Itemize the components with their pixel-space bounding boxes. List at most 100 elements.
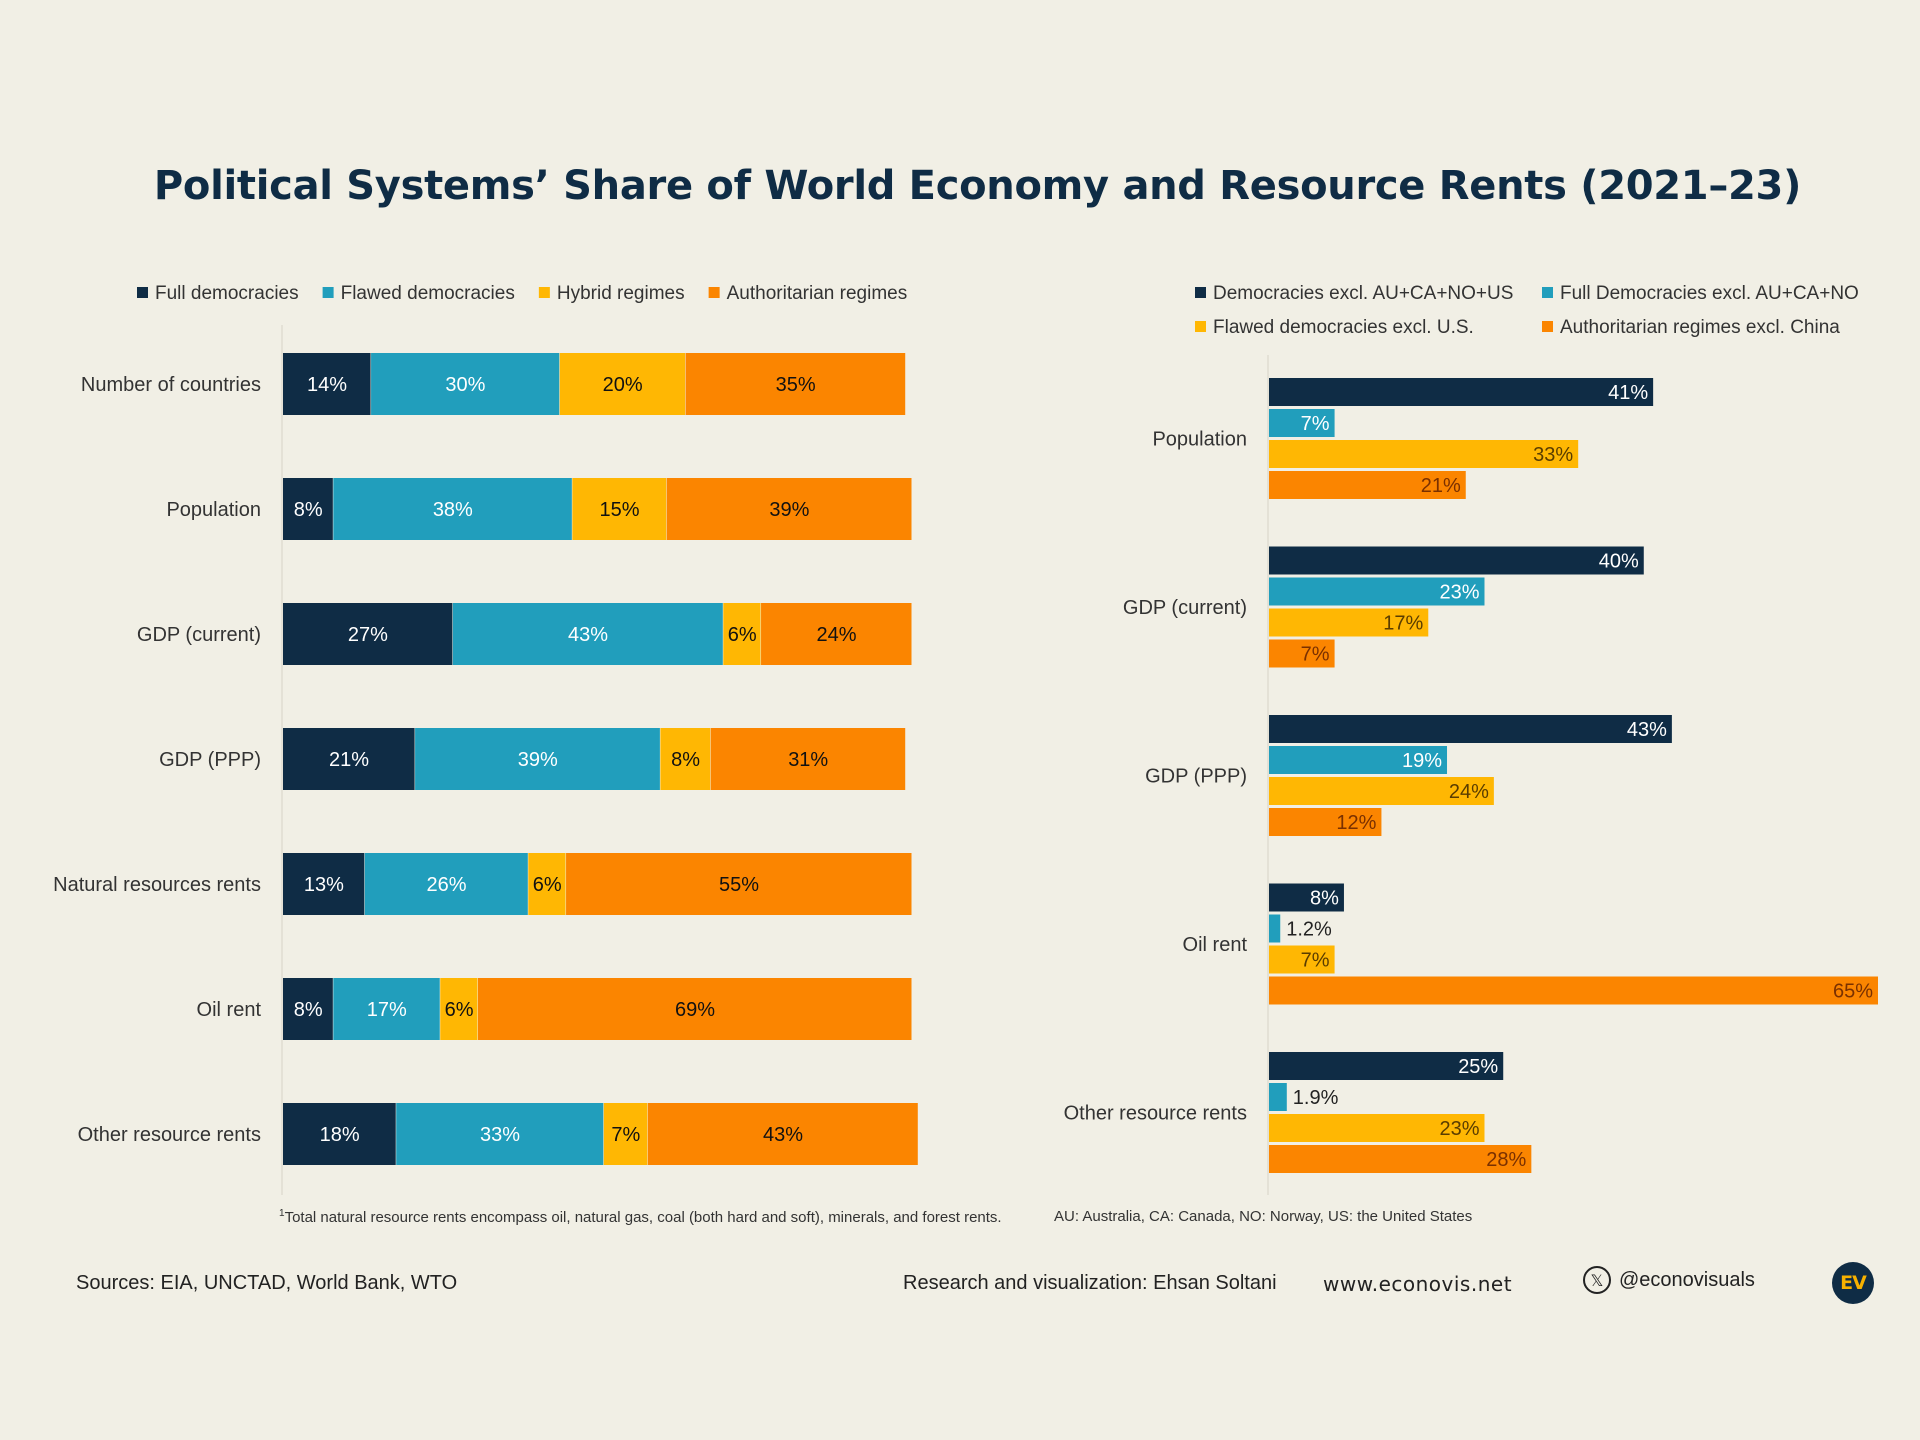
stacked-bar-chart: Full democracies Flawed democracies Hybrid… xyxy=(53,283,919,1195)
data-label-flawed-democracies: 33% xyxy=(480,1124,520,1146)
data-label-flawed-democracies-excl-u-s: 17% xyxy=(1383,613,1423,635)
data-label-democracies-excl-au-ca-no-us: 41% xyxy=(1608,382,1648,404)
data-label-authoritarian-regimes: 39% xyxy=(769,499,809,521)
category-label-number-of-countries: Number of countries xyxy=(81,374,261,396)
data-label-flawed-democracies-excl-u-s: 7% xyxy=(1301,950,1330,972)
bar-segment-authoritarian-regimes xyxy=(647,1103,919,1165)
data-label-flawed-democracies: 17% xyxy=(367,999,407,1021)
bar-authoritarian-regimes-excl-china xyxy=(1269,808,1382,836)
data-label-full-democracies-excl-au-ca-no: 1.2% xyxy=(1286,919,1332,941)
data-label-hybrid-regimes: 6% xyxy=(445,999,474,1021)
bar-full-democracies-excl-au-ca-no xyxy=(1269,409,1335,437)
bar-democracies-excl-au-ca-no-us xyxy=(1269,378,1654,406)
data-label-authoritarian-regimes-excl-china: 65% xyxy=(1833,981,1873,1003)
data-label-authoritarian-regimes: 35% xyxy=(776,374,816,396)
data-label-full-democracies: 14% xyxy=(307,374,347,396)
bar-segment-authoritarian-regimes xyxy=(666,478,912,540)
data-label-flawed-democracies: 39% xyxy=(518,749,558,771)
category-label-oil-rent: Oil rent xyxy=(197,999,262,1021)
data-label-democracies-excl-au-ca-no-us: 43% xyxy=(1627,719,1667,741)
bar-segment-authoritarian-regimes xyxy=(685,353,906,415)
bar-segment-full-democracies xyxy=(283,353,372,415)
left-legend: Full democracies Flawed democracies Hybrid… xyxy=(137,283,907,304)
data-label-flawed-democracies: 26% xyxy=(427,874,467,896)
bar-segment-full-democracies xyxy=(283,478,334,540)
grouped-bar-chart: Democracies excl. AU+CA+NO+US Full Democr… xyxy=(1064,283,1878,1195)
bar-flawed-democracies-excl-u-s xyxy=(1269,945,1335,974)
bar-segment-hybrid-regimes xyxy=(559,353,686,415)
category-label-gdp-current: GDP (current) xyxy=(137,624,261,646)
data-label-full-democracies-excl-au-ca-no: 7% xyxy=(1301,413,1330,435)
legend-swatch-democracies-excl-au-ca-no-us xyxy=(1195,287,1206,298)
footnote-right: AU: Australia, CA: Canada, NO: Norway, U… xyxy=(1054,1208,1473,1225)
legend-swatch-authoritarian-regimes xyxy=(708,287,720,298)
data-label-full-democracies: 21% xyxy=(329,749,369,771)
data-label-hybrid-regimes: 6% xyxy=(533,874,562,896)
legend-label-full-democracies: Full democracies xyxy=(155,283,299,304)
bar-segment-authoritarian-regimes xyxy=(566,853,912,915)
category-label-gdp-current: GDP (current) xyxy=(1123,597,1247,619)
data-label-hybrid-regimes: 7% xyxy=(611,1124,640,1146)
legend-swatch-full-democracies xyxy=(137,287,148,298)
data-label-full-democracies: 13% xyxy=(304,874,344,896)
bar-flawed-democracies-excl-u-s xyxy=(1269,1114,1485,1142)
footnote-left-text: Total natural resource rents encompass o… xyxy=(284,1209,1002,1226)
bar-full-democracies-excl-au-ca-no xyxy=(1269,577,1485,606)
data-label-full-democracies-excl-au-ca-no: 1.9% xyxy=(1293,1087,1339,1109)
data-label-flawed-democracies: 30% xyxy=(445,374,485,396)
data-label-authoritarian-regimes-excl-china: 21% xyxy=(1421,475,1461,497)
bar-segment-full-democracies xyxy=(283,853,365,915)
category-label-other-resource-rents: Other resource rents xyxy=(1064,1103,1247,1125)
bar-segment-hybrid-regimes xyxy=(572,478,667,540)
bar-segment-flawed-democracies xyxy=(452,603,724,665)
chart-title: Political Systems’ Share of World Econom… xyxy=(153,163,1802,209)
bar-flawed-democracies-excl-u-s xyxy=(1269,440,1579,468)
bar-segment-authoritarian-regimes xyxy=(477,978,912,1040)
data-label-democracies-excl-au-ca-no-us: 25% xyxy=(1458,1056,1498,1078)
data-label-hybrid-regimes: 8% xyxy=(671,749,700,771)
category-label-population: Population xyxy=(166,499,261,521)
data-label-authoritarian-regimes: 55% xyxy=(719,874,759,896)
category-label-population: Population xyxy=(1152,429,1247,451)
category-label-oil-rent: Oil rent xyxy=(1183,934,1248,956)
bar-segment-flawed-democracies xyxy=(371,353,560,415)
bar-democracies-excl-au-ca-no-us xyxy=(1269,715,1672,743)
data-label-authoritarian-regimes: 24% xyxy=(817,624,857,646)
sources-text: Sources: EIA, UNCTAD, World Bank, WTO xyxy=(76,1272,458,1294)
data-label-authoritarian-regimes-excl-china: 12% xyxy=(1336,812,1376,834)
legend-label-authoritarian-regimes-excl-china: Authoritarian regimes excl. China xyxy=(1560,317,1840,338)
data-label-hybrid-regimes: 20% xyxy=(603,374,643,396)
legend-label-authoritarian-regimes: Authoritarian regimes xyxy=(727,283,908,304)
data-label-democracies-excl-au-ca-no-us: 40% xyxy=(1599,551,1639,573)
legend-swatch-flawed-democracies-excl-u-s xyxy=(1195,321,1206,332)
credit-text: Research and visualization: Ehsan Soltan… xyxy=(903,1272,1277,1294)
bar-authoritarian-regimes-excl-china xyxy=(1269,976,1878,1005)
legend-label-full-democracies-excl-au-ca-no: Full Democracies excl. AU+CA+NO xyxy=(1560,283,1859,304)
data-label-democracies-excl-au-ca-no-us: 8% xyxy=(1310,888,1339,910)
bar-democracies-excl-au-ca-no-us xyxy=(1269,546,1644,575)
legend-swatch-authoritarian-regimes-excl-china xyxy=(1542,321,1553,332)
bar-full-democracies-excl-au-ca-no xyxy=(1269,1083,1287,1111)
data-label-authoritarian-regimes-excl-china: 28% xyxy=(1486,1149,1526,1171)
data-label-full-democracies: 8% xyxy=(294,499,323,521)
data-label-full-democracies-excl-au-ca-no: 19% xyxy=(1402,750,1442,772)
data-label-hybrid-regimes: 6% xyxy=(728,624,757,646)
bar-democracies-excl-au-ca-no-us xyxy=(1269,1052,1504,1080)
bar-segment-full-democracies xyxy=(283,978,334,1040)
econovis-logo: EV xyxy=(1832,1262,1874,1304)
data-label-full-democracies: 18% xyxy=(320,1124,360,1146)
bar-full-democracies-excl-au-ca-no xyxy=(1269,746,1448,774)
social-handle[interactable]: 𝕏 @econovisuals xyxy=(1583,1266,1755,1294)
legend-swatch-flawed-democracies xyxy=(322,287,334,298)
bar-segment-flawed-democracies xyxy=(415,728,661,790)
data-label-flawed-democracies-excl-u-s: 24% xyxy=(1449,781,1489,803)
bar-authoritarian-regimes-excl-china xyxy=(1269,639,1335,668)
bar-flawed-democracies-excl-u-s xyxy=(1269,777,1494,805)
bar-authoritarian-regimes-excl-china xyxy=(1269,1145,1532,1173)
website-link[interactable]: www.econovis.net xyxy=(1323,1272,1513,1296)
data-label-flawed-democracies: 43% xyxy=(568,624,608,646)
legend-label-flawed-democracies: Flawed democracies xyxy=(341,283,515,304)
handle-text: @econovisuals xyxy=(1619,1268,1755,1291)
legend-label-hybrid-regimes: Hybrid regimes xyxy=(557,283,685,304)
data-label-flawed-democracies-excl-u-s: 23% xyxy=(1439,1118,1479,1140)
